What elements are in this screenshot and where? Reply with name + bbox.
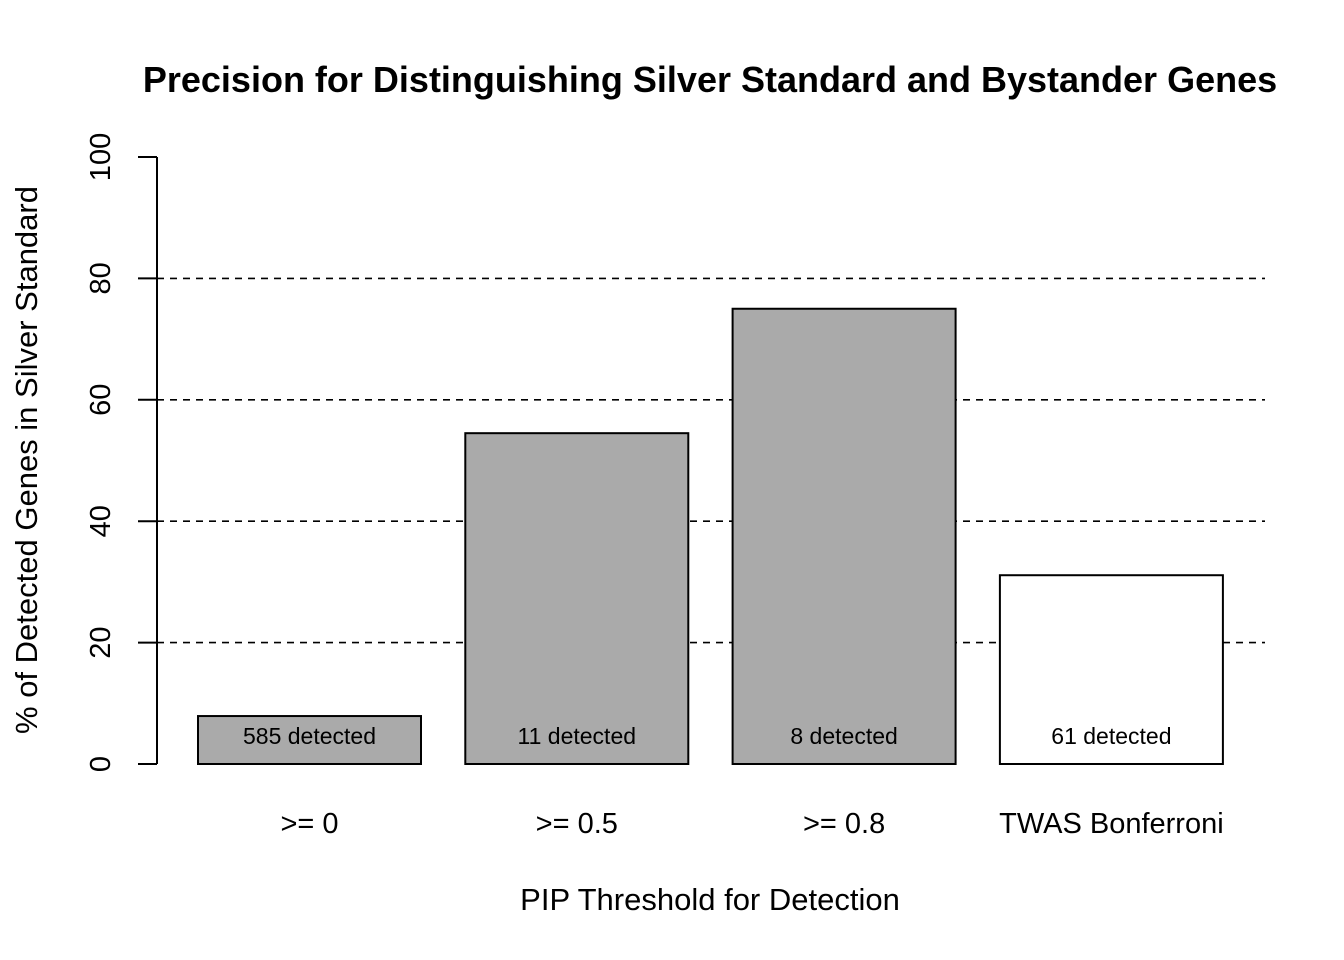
bar-data-label: 8 detected [790,723,897,749]
bar-layer: 585 detected 11 detected 8 detected 61 dete… [197,307,1224,766]
y-tick-label: 20 [85,626,117,658]
bar-data-label: 11 detected [518,723,637,749]
bar-4 [998,574,1224,766]
x-tick-label: >= 0 [280,808,338,840]
chart-title: Precision for Distinguishing Silver Stan… [143,59,1277,100]
x-tick-label: >= 0.5 [536,808,618,840]
bar-3 [731,307,957,765]
x-axis-title: PIP Threshold for Detection [520,882,900,917]
y-tick-label: 100 [85,133,117,181]
bar-2 [464,432,690,765]
y-tick-label: 60 [85,384,117,416]
x-axis-labels: >= 0 >= 0.5 >= 0.8 TWAS Bonferroni [280,808,1223,840]
y-tick-label: 0 [85,756,117,772]
bar-data-label: 585 detected [243,723,376,749]
bar-data-label: 61 detected [1051,723,1171,749]
y-axis: 0 20 40 60 80 100 [85,133,158,772]
x-tick-label: TWAS Bonferroni [999,808,1224,840]
y-axis-title: % of Detected Genes in Silver Standard [9,186,44,734]
y-tick-label: 80 [85,262,117,294]
y-tick-label: 40 [85,505,117,537]
x-tick-label: >= 0.8 [803,808,885,840]
bar-1 [197,715,422,765]
